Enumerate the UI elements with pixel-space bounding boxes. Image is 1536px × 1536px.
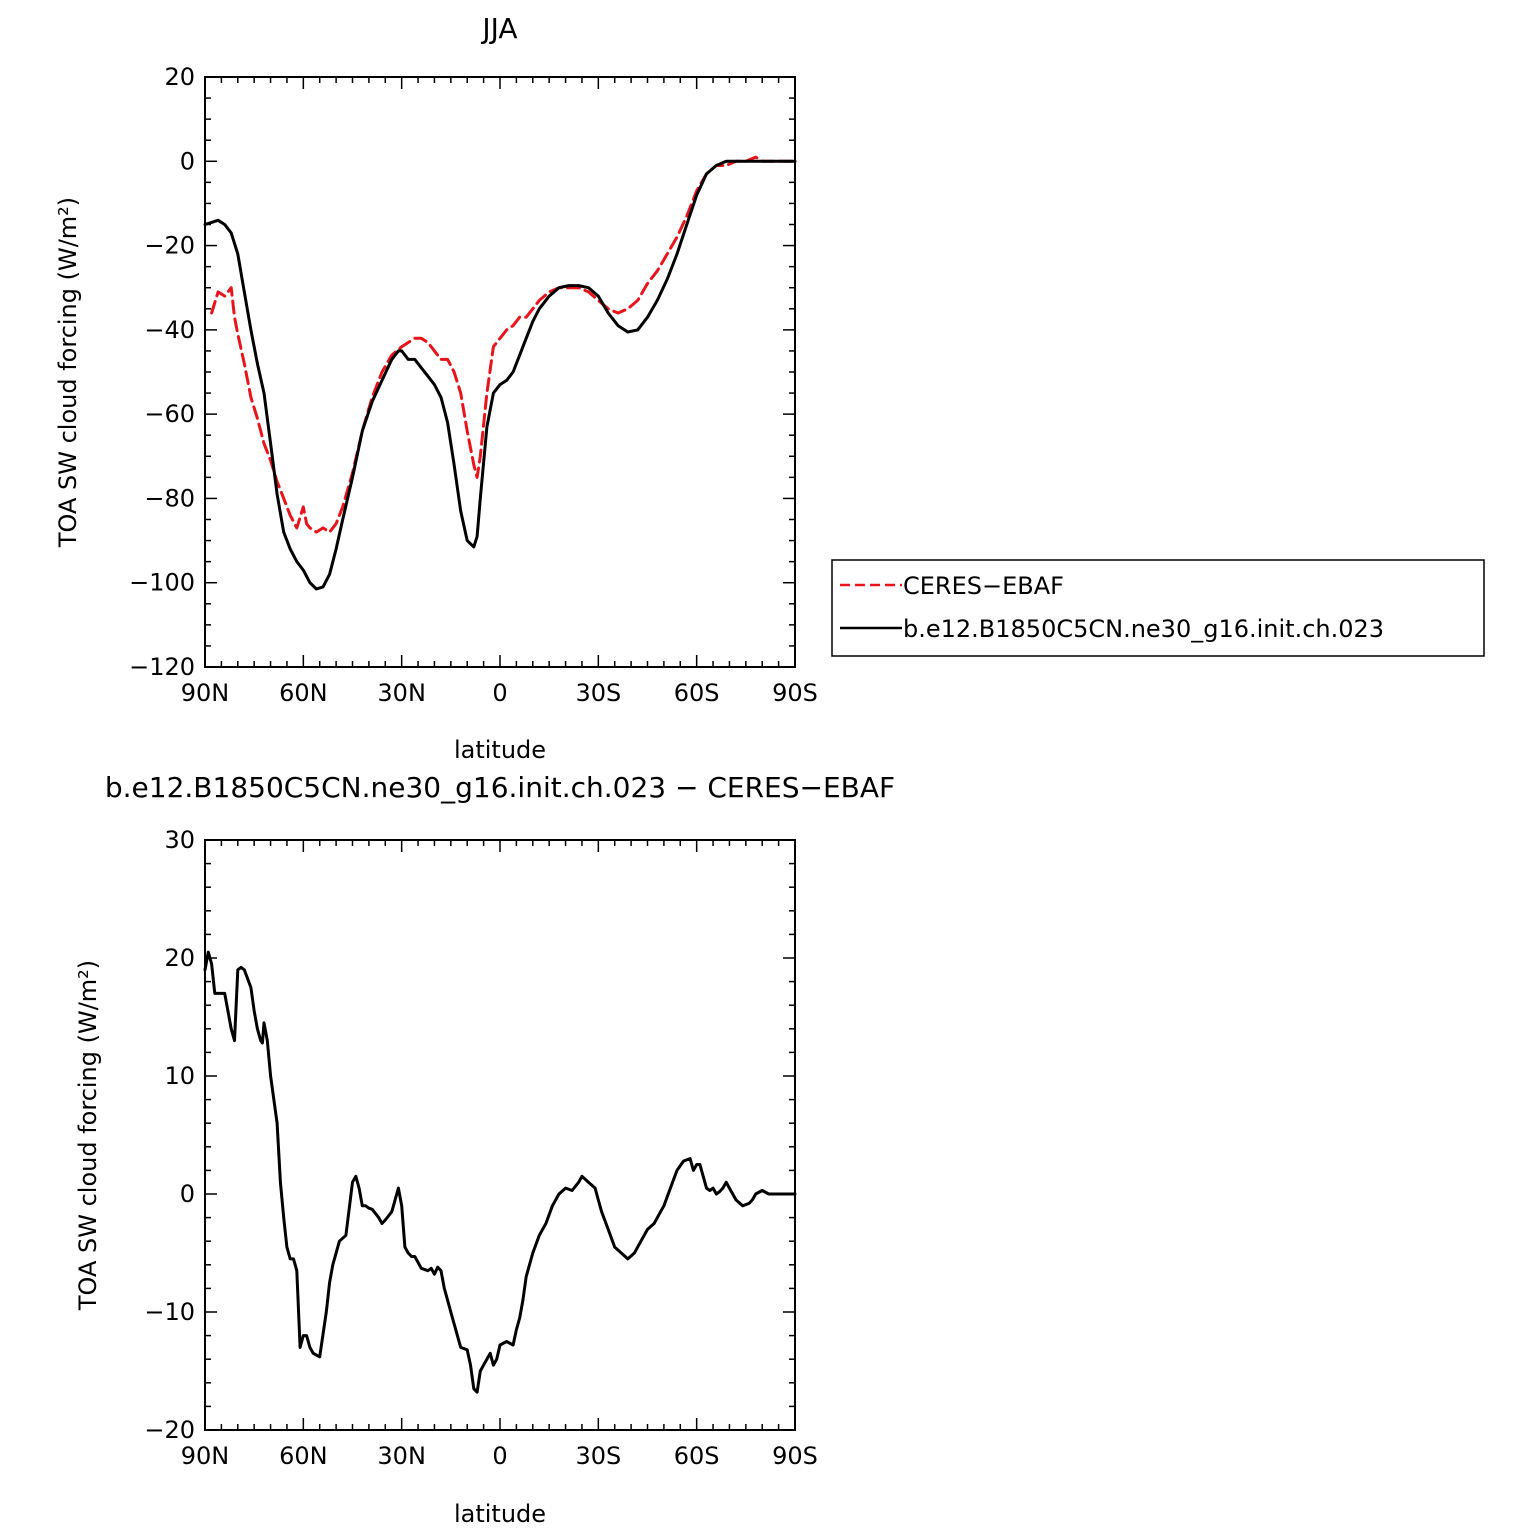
- bottom-x-tick-label: 30S: [575, 1442, 621, 1470]
- top-x-tick-label: 30N: [377, 679, 426, 707]
- bottom-x-tick-label: 90N: [181, 1442, 230, 1470]
- top-y-tick-label: −20: [144, 232, 195, 260]
- top-y-tick-label: −80: [144, 484, 195, 512]
- bottom-x-axis-label: latitude: [454, 1500, 546, 1528]
- bottom-series-line-0: [203, 950, 797, 1394]
- bottom-y-tick-label: 0: [180, 1180, 195, 1208]
- top-y-tick-label: −120: [129, 653, 195, 681]
- bottom-x-tick-label: 0: [492, 1442, 507, 1470]
- top-x-tick-label: 90S: [772, 679, 818, 707]
- top-y-tick-label: −40: [144, 316, 195, 344]
- top-y-tick-label: −60: [144, 400, 195, 428]
- top-series-line-1: [203, 159, 797, 591]
- bottom-y-tick-label: 30: [164, 826, 195, 854]
- top-y-tick-label: 20: [164, 63, 195, 91]
- top-x-tick-label: 60N: [279, 679, 328, 707]
- legend: CERES−EBAF b.e12.B1850C5CN.ne30_g16.init…: [831, 559, 1485, 657]
- top-y-tick-label: 0: [180, 147, 195, 175]
- top-x-axis-label: latitude: [454, 736, 546, 764]
- bottom-chart-title: b.e12.B1850C5CN.ne30_g16.init.ch.023 − C…: [105, 771, 895, 804]
- top-x-tick-label: 30S: [575, 679, 621, 707]
- top-series-lines: [203, 155, 797, 591]
- bottom-y-tick-label: 10: [164, 1062, 195, 1090]
- bottom-x-tick-label: 30N: [377, 1442, 426, 1470]
- bottom-y-axis-label: TOA SW cloud forcing (W/m²): [74, 960, 102, 1311]
- legend-label-ceres: CERES−EBAF: [903, 572, 1064, 600]
- top-plot-frame: [204, 76, 796, 668]
- top-y-tick-label: −100: [129, 569, 195, 597]
- legend-box: [831, 559, 1485, 657]
- top-series-line-0: [210, 155, 797, 534]
- top-chart-title: JJA: [480, 12, 517, 45]
- legend-label-model: b.e12.B1850C5CN.ne30_g16.init.ch.023: [903, 615, 1384, 643]
- top-x-tick-label: 90N: [181, 679, 230, 707]
- bottom-axis-ticks: 90N 60N 30N 0 30S 60S 90S 30 20 10 0 −10 −20: [144, 826, 818, 1470]
- top-axis-ticks: 90N 60N 30N 0 30S 60S 90S 20 0 −20 −40 −60 −80 −100 −1…: [129, 63, 818, 707]
- bottom-plot-frame: [204, 839, 796, 1431]
- top-y-axis-label: TOA SW cloud forcing (W/m²): [54, 197, 82, 548]
- bottom-y-tick-label: −20: [144, 1416, 195, 1444]
- bottom-x-tick-label: 60S: [674, 1442, 720, 1470]
- bottom-chart: b.e12.B1850C5CN.ne30_g16.init.ch.023 − C…: [74, 771, 895, 1528]
- top-x-tick-label: 60S: [674, 679, 720, 707]
- bottom-series-lines: [203, 950, 797, 1394]
- bottom-x-tick-label: 90S: [772, 1442, 818, 1470]
- bottom-x-tick-label: 60N: [279, 1442, 328, 1470]
- bottom-y-tick-label: 20: [164, 944, 195, 972]
- top-chart: JJA 90N 60N 30N 0 30S 60S 90S 20 0 −20 −40 −60 −80 −1…: [54, 12, 818, 764]
- top-x-tick-label: 0: [492, 679, 507, 707]
- bottom-y-tick-label: −10: [144, 1298, 195, 1326]
